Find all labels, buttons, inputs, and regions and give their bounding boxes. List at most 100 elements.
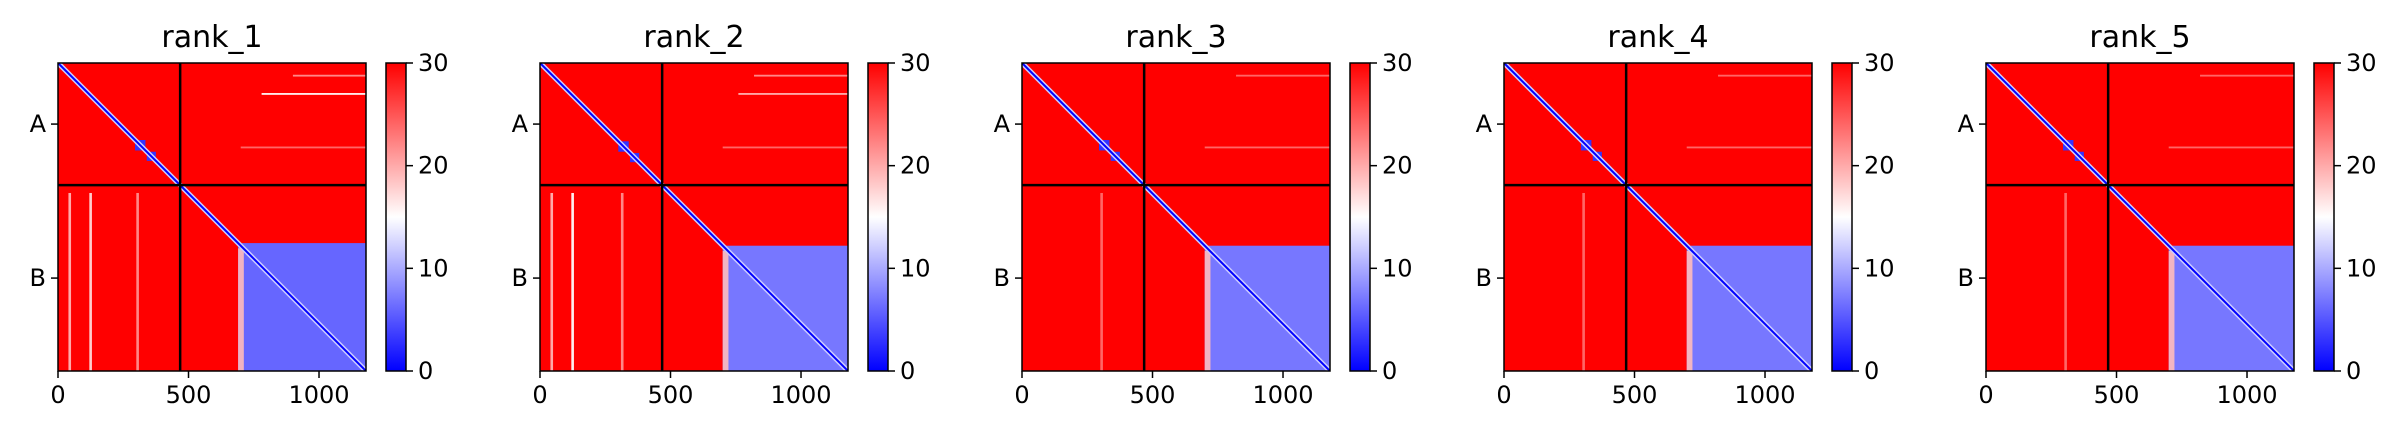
- streak-col-3: [136, 192, 139, 371]
- streak-col-1: [2064, 192, 2067, 371]
- colorbar-tick-label: 0: [900, 357, 915, 385]
- colorbar: 0 10 20 30: [1349, 49, 1413, 385]
- colorbar-tick-label: 0: [1864, 357, 1879, 385]
- colorbar: 0 10 20 30: [1831, 49, 1895, 385]
- streak-row-1: [1718, 74, 1812, 77]
- colorbar-tick-label: 10: [900, 254, 931, 282]
- heatmap-panel-1: rank_1 0 500 1000 A B 0 10 20 30: [30, 20, 449, 409]
- y-tick-label-chain-b: B: [1476, 264, 1492, 292]
- streak-col-1: [68, 192, 72, 371]
- x-tick-label: 0: [1978, 381, 1993, 409]
- colorbar-tick-label: 0: [2346, 357, 2361, 385]
- block-edge-column: [238, 248, 244, 371]
- colorbar-tick-label: 10: [418, 254, 449, 282]
- colorbar-tick-label: 0: [418, 357, 433, 385]
- diagonal-line: [58, 63, 366, 371]
- diagonal-line: [1504, 63, 1812, 371]
- colorbar-tick-label: 20: [900, 152, 931, 180]
- streak-row-1: [292, 74, 366, 77]
- colorbar-gradient: [867, 62, 889, 372]
- colorbar-gradient: [1349, 62, 1371, 372]
- heatmap-panel-4: rank_4 0 500 1000 A B 0 10 20 30: [1476, 20, 1895, 409]
- streak-row-1: [754, 74, 848, 77]
- x-tick-label: 500: [1130, 381, 1176, 409]
- x-tick-label: 500: [2094, 381, 2140, 409]
- y-tick-label-chain-a: A: [1958, 110, 1975, 138]
- streak-col-1: [1582, 192, 1585, 371]
- diagonal-line: [540, 63, 848, 371]
- y-tick-label-chain-b: B: [994, 264, 1010, 292]
- block-edge-column: [1204, 250, 1211, 371]
- streak-col-2: [571, 192, 574, 371]
- panel-title: rank_2: [643, 20, 744, 55]
- streak-col-3: [620, 192, 624, 371]
- colorbar-gradient: [385, 62, 407, 372]
- heatmap-panel-5: rank_5 0 500 1000 A B 0 10 20 30: [1958, 20, 2377, 409]
- colorbar: 0 10 20 30: [2313, 49, 2377, 385]
- axes-frame: [1503, 62, 1813, 372]
- colorbar-tick-label: 30: [900, 49, 931, 77]
- y-tick-label-chain-b: B: [512, 264, 528, 292]
- diagonal-line: [1022, 63, 1330, 371]
- colorbar-tick-label: 10: [2346, 254, 2377, 282]
- colorbar-tick-label: 20: [1864, 152, 1895, 180]
- x-tick-label: 500: [166, 381, 212, 409]
- colorbar-tick-label: 30: [1382, 49, 1413, 77]
- axes-frame: [1985, 62, 2295, 372]
- colorbar-tick-label: 20: [418, 152, 449, 180]
- streak-col-1: [550, 192, 554, 371]
- colorbar-tick-label: 10: [1382, 254, 1413, 282]
- y-tick-label-chain-a: A: [512, 110, 529, 138]
- streak-row-2: [1686, 146, 1812, 149]
- colorbar-tick-label: 30: [2346, 49, 2377, 77]
- panel-title: rank_1: [161, 20, 262, 55]
- panel-title: rank_4: [1607, 20, 1708, 55]
- heatmap-plot-area: [540, 63, 848, 371]
- panel-title: rank_5: [2089, 20, 2190, 55]
- streak-row-1: [2200, 74, 2294, 77]
- colorbar: 0 10 20 30: [385, 49, 449, 385]
- colorbar-tick-label: 20: [1382, 152, 1413, 180]
- x-tick-label: 1000: [1734, 381, 1795, 409]
- x-tick-label: 500: [1612, 381, 1658, 409]
- heatmap-plot-area: [1986, 63, 2294, 371]
- panel-title: rank_3: [1125, 20, 1226, 55]
- x-tick-label: 1000: [770, 381, 831, 409]
- colorbar-tick-label: 0: [1382, 357, 1397, 385]
- x-tick-label: 1000: [2216, 381, 2277, 409]
- streak-row-2: [261, 93, 366, 95]
- x-tick-label: 0: [1014, 381, 1029, 409]
- streak-row-2: [738, 93, 848, 95]
- x-tick-label: 0: [50, 381, 65, 409]
- streak-row-2: [2168, 146, 2294, 149]
- block-edge-column: [1686, 250, 1693, 371]
- x-tick-label: 500: [648, 381, 694, 409]
- colorbar-tick-label: 30: [418, 49, 449, 77]
- streak-row-1: [1236, 74, 1330, 77]
- streak-row-3: [240, 146, 366, 149]
- heatmap-panel-3: rank_3 0 500 1000 A B 0 10 20 30: [994, 20, 1413, 409]
- streak-col-1: [1100, 192, 1103, 371]
- diagonal-line: [1986, 63, 2294, 371]
- colorbar-tick-label: 30: [1864, 49, 1895, 77]
- colorbar-gradient: [1831, 62, 1853, 372]
- heatmap-plot-area: [1504, 63, 1812, 371]
- colorbar-tick-label: 20: [2346, 152, 2377, 180]
- block-edge-column: [2168, 250, 2175, 371]
- x-tick-label: 1000: [1252, 381, 1313, 409]
- streak-row-2: [1204, 146, 1330, 149]
- y-tick-label-chain-a: A: [994, 110, 1011, 138]
- axes-frame: [539, 62, 849, 372]
- streak-col-2: [89, 192, 92, 371]
- x-tick-label: 1000: [288, 381, 349, 409]
- colorbar-gradient: [2313, 62, 2335, 372]
- y-tick-label-chain-a: A: [1476, 110, 1493, 138]
- y-tick-label-chain-a: A: [30, 110, 47, 138]
- block-edge-column: [722, 250, 729, 371]
- x-tick-label: 0: [532, 381, 547, 409]
- axes-frame: [57, 62, 367, 372]
- heatmap-plot-area: [58, 63, 366, 371]
- y-tick-label-chain-b: B: [30, 264, 46, 292]
